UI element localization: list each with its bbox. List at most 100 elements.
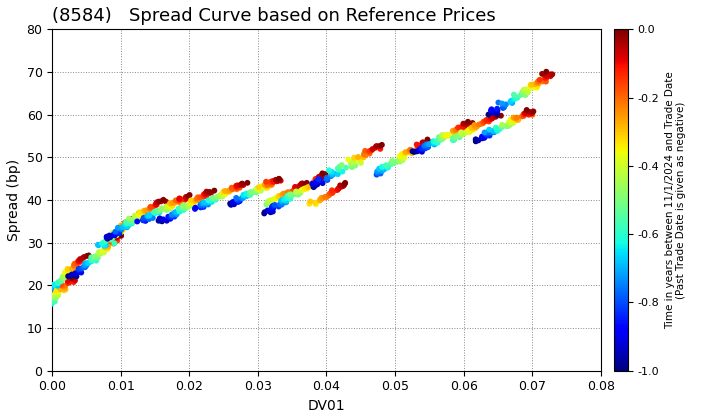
Point <box>182 203 194 210</box>
Point <box>480 118 492 124</box>
Point <box>40 294 52 301</box>
Point <box>309 183 320 189</box>
Point <box>358 151 369 158</box>
Point <box>66 275 77 282</box>
Point <box>372 143 383 150</box>
Point <box>496 100 508 107</box>
Point <box>164 203 176 210</box>
Point <box>164 200 176 207</box>
Point <box>393 157 405 163</box>
Point <box>541 68 552 75</box>
Point <box>299 185 310 192</box>
Point <box>279 192 291 198</box>
Point <box>87 257 99 264</box>
Point <box>174 195 185 202</box>
Point <box>246 189 258 196</box>
Point <box>227 186 238 192</box>
Point <box>179 196 191 203</box>
Point <box>270 195 282 202</box>
Point <box>132 218 143 225</box>
Point <box>274 176 285 182</box>
Point <box>117 223 128 229</box>
Point <box>50 295 62 302</box>
Point <box>501 123 513 129</box>
Point <box>355 160 366 166</box>
Point <box>169 200 181 206</box>
Point <box>145 213 156 220</box>
Point <box>402 149 413 156</box>
Point <box>93 249 104 255</box>
Point <box>45 284 57 290</box>
Point <box>377 163 388 170</box>
Point <box>397 157 408 163</box>
Point <box>485 113 497 120</box>
Point <box>148 209 160 216</box>
Point <box>312 177 324 184</box>
Point <box>264 197 276 204</box>
Point <box>280 199 292 206</box>
Point <box>62 280 73 286</box>
Point <box>449 136 460 143</box>
Point <box>352 154 364 160</box>
Point <box>163 203 175 210</box>
Point <box>315 194 327 201</box>
Point <box>73 260 84 266</box>
Point <box>155 207 166 213</box>
Point <box>267 202 279 209</box>
Point <box>148 204 159 210</box>
Point <box>349 162 361 169</box>
Point <box>202 197 214 204</box>
Point <box>298 186 310 193</box>
Point <box>214 193 225 200</box>
Point <box>184 192 195 198</box>
Point <box>185 199 197 206</box>
Point <box>546 71 558 78</box>
Point <box>520 92 531 98</box>
Point <box>345 159 356 165</box>
Point <box>377 168 388 174</box>
Point <box>70 264 81 271</box>
Point <box>280 195 292 202</box>
Point <box>96 248 108 255</box>
Point <box>129 217 140 223</box>
Point <box>420 145 431 152</box>
Point <box>310 201 322 207</box>
Point <box>138 207 150 214</box>
Point <box>391 158 402 165</box>
Point <box>276 191 288 198</box>
Point <box>60 286 71 293</box>
Point <box>291 185 302 192</box>
Point <box>138 217 149 223</box>
Point <box>418 142 430 149</box>
Point <box>156 205 168 212</box>
Point <box>140 218 151 224</box>
Point <box>307 179 319 186</box>
Point <box>520 90 531 97</box>
Point <box>299 181 310 188</box>
Point <box>523 85 535 92</box>
Point <box>477 133 489 139</box>
Point <box>233 198 245 205</box>
Point <box>236 180 248 187</box>
Point <box>227 199 238 205</box>
Point <box>396 151 408 158</box>
Point <box>545 73 557 79</box>
Point <box>289 186 300 193</box>
Point <box>46 289 58 296</box>
Y-axis label: Time in years between 11/1/2024 and Trade Date
(Past Trade Date is given as nega: Time in years between 11/1/2024 and Trad… <box>665 71 686 329</box>
Point <box>487 109 498 116</box>
Point <box>63 273 74 280</box>
Point <box>168 213 180 220</box>
Point <box>36 306 48 312</box>
Point <box>39 303 50 310</box>
Point <box>374 165 385 172</box>
Point <box>450 133 462 140</box>
Point <box>151 199 163 206</box>
Point <box>105 236 117 243</box>
Point <box>279 192 291 199</box>
Point <box>185 197 197 204</box>
Point <box>476 133 487 140</box>
Point <box>510 93 521 100</box>
Point <box>366 147 377 153</box>
Point <box>255 186 266 193</box>
